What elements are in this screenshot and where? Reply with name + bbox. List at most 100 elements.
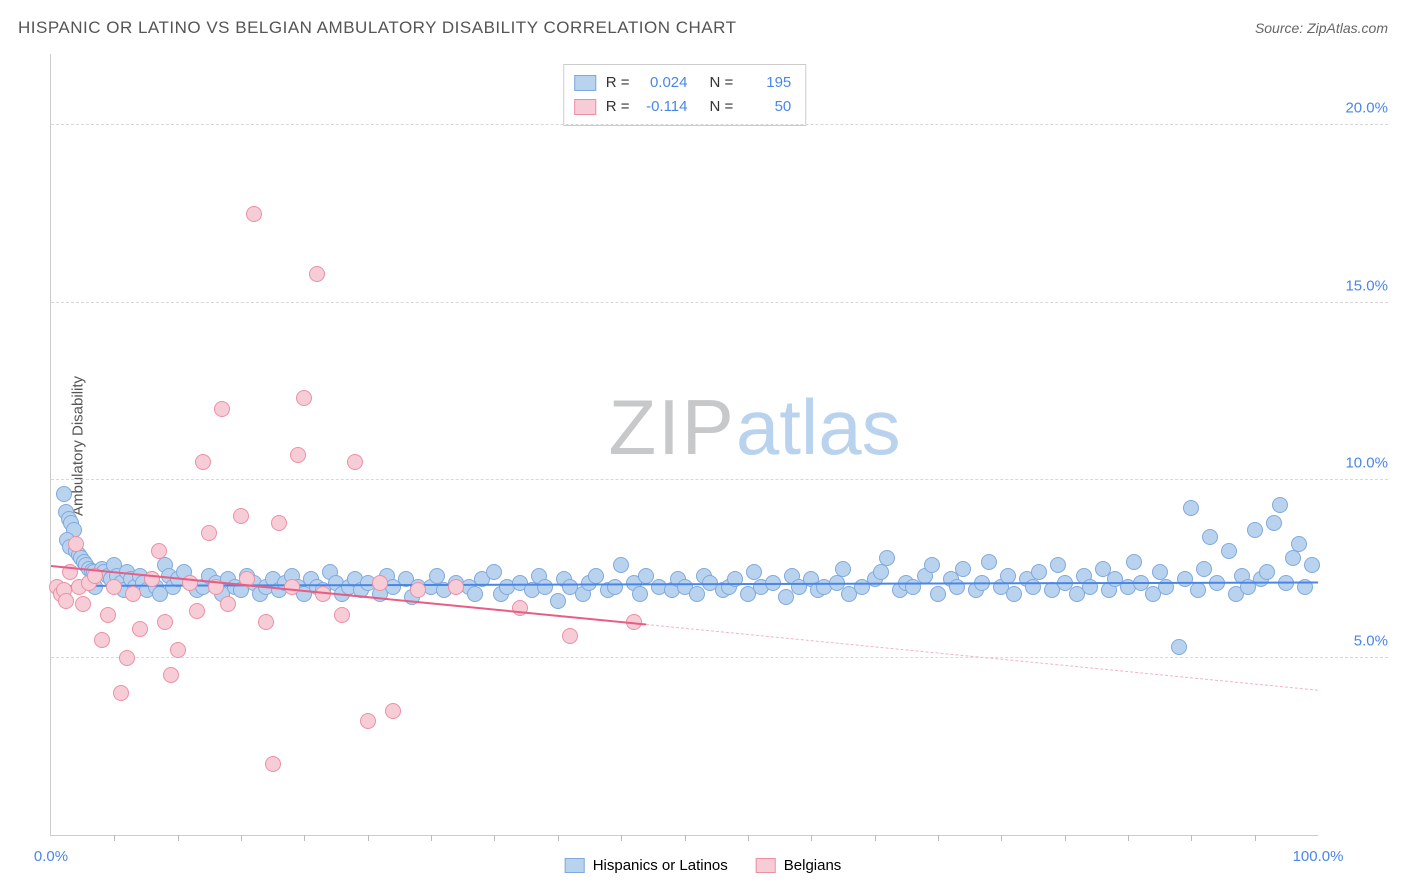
data-point xyxy=(1031,564,1047,580)
data-point xyxy=(1171,639,1187,655)
x-tick-mark xyxy=(621,835,622,841)
x-tick-mark xyxy=(368,835,369,841)
data-point xyxy=(119,650,135,666)
data-point xyxy=(106,579,122,595)
data-point xyxy=(613,557,629,573)
x-tick-mark xyxy=(1001,835,1002,841)
data-point xyxy=(835,561,851,577)
y-tick-label: 5.0% xyxy=(1328,632,1388,649)
data-point xyxy=(588,568,604,584)
data-point xyxy=(258,614,274,630)
data-point xyxy=(56,486,72,502)
data-point xyxy=(75,596,91,612)
data-point xyxy=(265,756,281,772)
data-point xyxy=(537,579,553,595)
legend-n-value: 50 xyxy=(743,95,791,119)
data-point xyxy=(385,703,401,719)
gridline xyxy=(51,302,1388,303)
data-point xyxy=(233,508,249,524)
data-point xyxy=(1006,586,1022,602)
data-point xyxy=(334,607,350,623)
data-point xyxy=(486,564,502,580)
gridline xyxy=(51,479,1388,480)
data-point xyxy=(290,447,306,463)
watermark-atlas: atlas xyxy=(736,383,901,471)
x-tick-mark xyxy=(1191,835,1192,841)
x-tick-mark xyxy=(558,835,559,841)
legend-swatch xyxy=(574,99,596,115)
data-point xyxy=(58,593,74,609)
x-tick-mark xyxy=(178,835,179,841)
legend-series-item: Belgians xyxy=(756,857,842,874)
data-point xyxy=(607,579,623,595)
data-point xyxy=(930,586,946,602)
data-point xyxy=(1050,557,1066,573)
data-point xyxy=(550,593,566,609)
data-point xyxy=(949,579,965,595)
legend-r-label: R = xyxy=(606,95,630,119)
scatter-plot: ZIPatlas R =0.024N =195R =-0.114N =50 5.… xyxy=(50,54,1318,836)
data-point xyxy=(296,390,312,406)
x-tick-label: 0.0% xyxy=(34,848,68,865)
x-tick-mark xyxy=(1128,835,1129,841)
data-point xyxy=(201,525,217,541)
y-tick-label: 10.0% xyxy=(1328,455,1388,472)
data-point xyxy=(100,607,116,623)
legend-n-label: N = xyxy=(710,95,734,119)
x-tick-label: 100.0% xyxy=(1293,848,1344,865)
data-point xyxy=(284,579,300,595)
gridline xyxy=(51,657,1388,658)
x-tick-mark xyxy=(114,835,115,841)
data-point xyxy=(1266,515,1282,531)
data-point xyxy=(157,614,173,630)
data-point xyxy=(955,561,971,577)
data-point xyxy=(924,557,940,573)
correlation-legend: R =0.024N =195R =-0.114N =50 xyxy=(563,64,807,126)
x-tick-mark xyxy=(1065,835,1066,841)
data-point xyxy=(214,401,230,417)
data-point xyxy=(68,536,84,552)
legend-series-label: Hispanics or Latinos xyxy=(593,857,728,874)
data-point xyxy=(1221,543,1237,559)
x-tick-mark xyxy=(938,835,939,841)
x-tick-mark xyxy=(685,835,686,841)
gridline xyxy=(51,124,1388,125)
data-point xyxy=(360,713,376,729)
x-tick-mark xyxy=(1255,835,1256,841)
source-attribution: Source: ZipAtlas.com xyxy=(1255,20,1388,36)
data-point xyxy=(113,685,129,701)
data-point xyxy=(189,603,205,619)
legend-swatch xyxy=(574,75,596,91)
data-point xyxy=(1126,554,1142,570)
data-point xyxy=(1291,536,1307,552)
watermark-zip: ZIP xyxy=(608,383,735,471)
data-point xyxy=(246,206,262,222)
data-point xyxy=(271,515,287,531)
data-point xyxy=(372,575,388,591)
data-point xyxy=(1202,529,1218,545)
data-point xyxy=(151,543,167,559)
data-point xyxy=(1304,557,1320,573)
data-point xyxy=(1247,522,1263,538)
legend-series-label: Belgians xyxy=(784,857,842,874)
watermark: ZIPatlas xyxy=(608,382,900,473)
series-legend: Hispanics or Latinos Belgians xyxy=(565,857,842,874)
data-point xyxy=(1082,579,1098,595)
chart-title: HISPANIC OR LATINO VS BELGIAN AMBULATORY… xyxy=(18,18,736,38)
legend-r-label: R = xyxy=(606,71,630,95)
data-point xyxy=(410,582,426,598)
data-point xyxy=(1196,561,1212,577)
legend-series-item: Hispanics or Latinos xyxy=(565,857,728,874)
data-point xyxy=(562,628,578,644)
x-tick-mark xyxy=(748,835,749,841)
data-point xyxy=(1183,500,1199,516)
y-tick-label: 20.0% xyxy=(1328,100,1388,117)
data-point xyxy=(467,586,483,602)
data-point xyxy=(873,564,889,580)
data-point xyxy=(195,454,211,470)
data-point xyxy=(1259,564,1275,580)
data-point xyxy=(347,454,363,470)
data-point xyxy=(879,550,895,566)
legend-r-value: -0.114 xyxy=(640,95,688,119)
data-point xyxy=(309,266,325,282)
